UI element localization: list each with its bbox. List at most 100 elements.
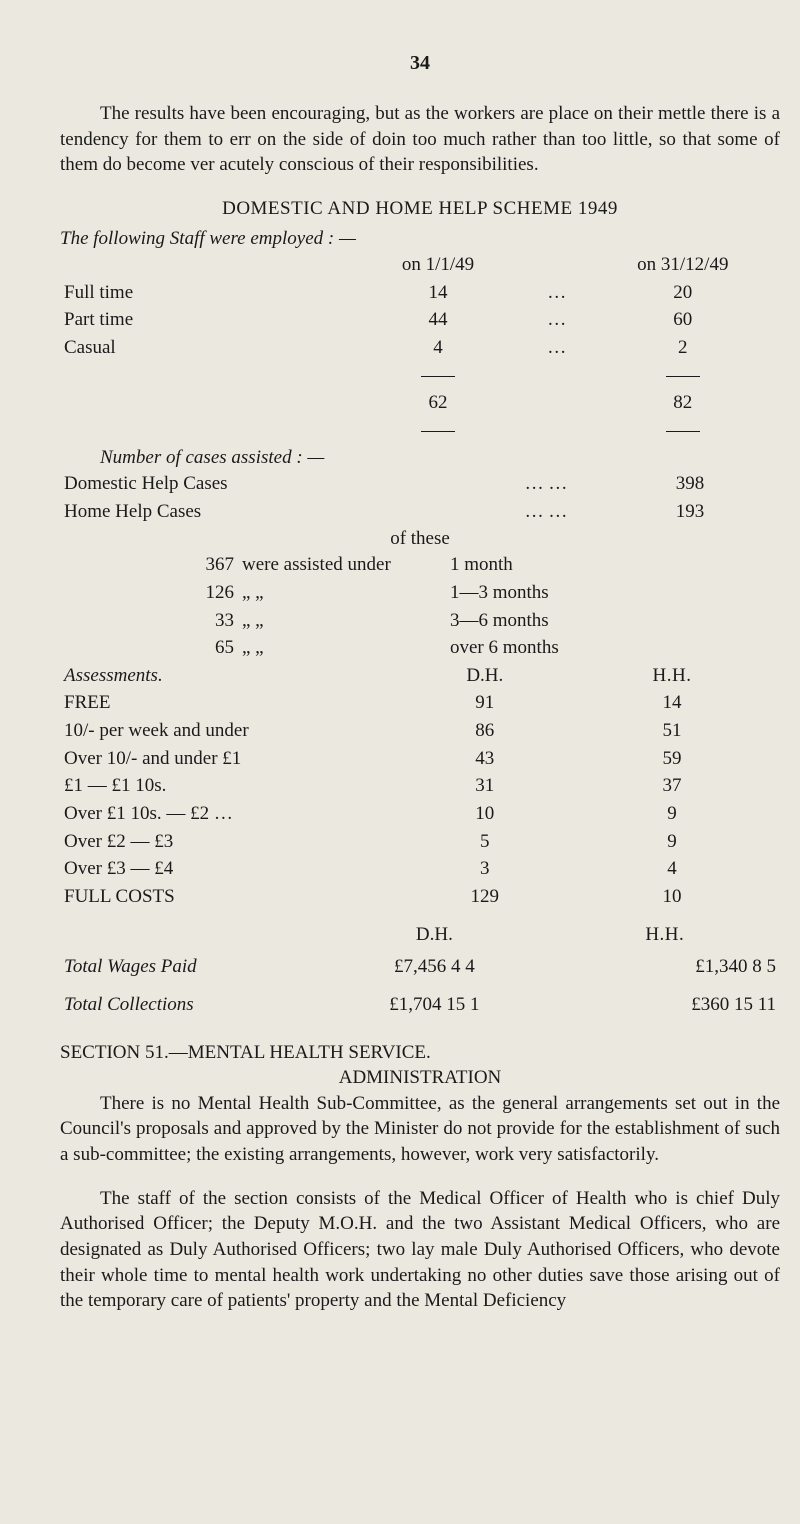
section51-heading: SECTION 51.—MENTAL HEALTH SERVICE. <box>60 1040 780 1066</box>
staff-label: Full time <box>60 279 348 307</box>
table-row: Total Wages Paid £7,456 4 4 £1,340 8 5 <box>60 948 780 986</box>
case-label: Home Help Cases <box>60 498 492 526</box>
hh-label: H.H. <box>564 662 780 690</box>
assess-hh: 51 <box>564 717 780 745</box>
staff-value: 20 <box>586 279 780 307</box>
fin-dh-label: D.H. <box>319 921 549 949</box>
scheme-heading: DOMESTIC AND HOME HELP SCHEME 1949 <box>60 196 780 222</box>
rule-icon <box>421 431 455 432</box>
table-row: 367 were assisted under 1 month <box>180 551 563 579</box>
staff-label: Part time <box>60 306 348 334</box>
duration-span: 3—6 months <box>446 607 563 635</box>
table-row: FREE 91 14 <box>60 689 780 717</box>
table-row: Total Collections £1,704 15 1 £360 15 11 <box>60 986 780 1024</box>
case-value: 193 <box>600 498 780 526</box>
assess-hh: 4 <box>564 855 780 883</box>
assess-dh: 5 <box>406 828 564 856</box>
assess-hh: 14 <box>564 689 780 717</box>
rule-icon <box>666 376 700 377</box>
cases-heading: Number of cases assisted : — <box>60 445 780 471</box>
staff-value: 2 <box>586 334 780 362</box>
duration-mid: were assisted under <box>238 551 446 579</box>
staff-value: 14 <box>348 279 528 307</box>
assess-dh: 91 <box>406 689 564 717</box>
admin-paragraph-1: There is no Mental Health Sub-Committee,… <box>60 1091 780 1168</box>
page-number: 34 <box>60 50 780 77</box>
staff-value: 4 <box>348 334 528 362</box>
table-row: 33 „ „ 3—6 months <box>180 607 563 635</box>
col-head-date2: on 31/12/49 <box>586 251 780 279</box>
durations-table: 367 were assisted under 1 month 126 „ „ … <box>180 551 563 662</box>
scanned-page: 34 The results have been encouraging, bu… <box>0 0 800 1364</box>
assess-hh: 59 <box>564 745 780 773</box>
duration-count: 65 <box>180 634 238 662</box>
table-row: 10/- per week and under 86 51 <box>60 717 780 745</box>
duration-mid: „ „ <box>238 634 446 662</box>
fin-hh-label: H.H. <box>550 921 780 949</box>
duration-span: 1 month <box>446 551 563 579</box>
table-row-total: 62 82 <box>60 389 780 417</box>
assess-label: £1 — £1 10s. <box>60 772 406 800</box>
of-these-label: of these <box>60 526 780 552</box>
assessments-table: Assessments. D.H. H.H. FREE 91 14 10/- p… <box>60 662 780 911</box>
duration-mid: „ „ <box>238 607 446 635</box>
duration-span: 1—3 months <box>446 579 563 607</box>
assess-hh: 10 <box>564 883 780 911</box>
wages-hh: £1,340 8 5 <box>550 948 780 986</box>
duration-count: 33 <box>180 607 238 635</box>
staff-total: 62 <box>348 389 528 417</box>
assess-dh: 31 <box>406 772 564 800</box>
assess-dh: 86 <box>406 717 564 745</box>
staff-value: 44 <box>348 306 528 334</box>
assess-label: Over £1 10s. — £2 … <box>60 800 406 828</box>
duration-mid: „ „ <box>238 579 446 607</box>
assess-dh: 129 <box>406 883 564 911</box>
financials-table: D.H. H.H. Total Wages Paid £7,456 4 4 £1… <box>60 921 780 1024</box>
staff-label: Casual <box>60 334 348 362</box>
collections-hh: £360 15 11 <box>550 986 780 1024</box>
case-value: 398 <box>600 470 780 498</box>
table-row: £1 — £1 10s. 31 37 <box>60 772 780 800</box>
assess-dh: 10 <box>406 800 564 828</box>
table-row: Over £3 — £4 3 4 <box>60 855 780 883</box>
table-row: Over £1 10s. — £2 … 10 9 <box>60 800 780 828</box>
case-label: Domestic Help Cases <box>60 470 492 498</box>
assess-label: Over £2 — £3 <box>60 828 406 856</box>
collections-label: Total Collections <box>60 986 319 1024</box>
assess-label: Over 10/- and under £1 <box>60 745 406 773</box>
assess-dh: 3 <box>406 855 564 883</box>
col-head-date1: on 1/1/49 <box>348 251 528 279</box>
rule-icon <box>666 431 700 432</box>
assess-hh: 9 <box>564 828 780 856</box>
staff-value: 60 <box>586 306 780 334</box>
admin-paragraph-2: The staff of the section consists of the… <box>60 1186 780 1314</box>
staff-table: on 1/1/49 on 31/12/49 Full time 14 … 20 … <box>60 251 780 444</box>
table-row: Over 10/- and under £1 43 59 <box>60 745 780 773</box>
duration-count: 126 <box>180 579 238 607</box>
assess-label: FREE <box>60 689 406 717</box>
table-row: 65 „ „ over 6 months <box>180 634 563 662</box>
table-row: 126 „ „ 1—3 months <box>180 579 563 607</box>
intro-paragraph: The results have been encouraging, but a… <box>60 101 780 178</box>
collections-dh: £1,704 15 1 <box>319 986 549 1024</box>
duration-span: over 6 months <box>446 634 563 662</box>
dh-label: D.H. <box>406 662 564 690</box>
assessments-heading: Assessments. <box>60 662 406 690</box>
wages-label: Total Wages Paid <box>60 948 319 986</box>
duration-count: 367 <box>180 551 238 579</box>
assess-hh: 37 <box>564 772 780 800</box>
staff-heading: The following Staff were employed : — <box>60 226 780 252</box>
table-row: Domestic Help Cases … … 398 <box>60 470 780 498</box>
assess-label: 10/- per week and under <box>60 717 406 745</box>
assess-hh: 9 <box>564 800 780 828</box>
table-row: Home Help Cases … … 193 <box>60 498 780 526</box>
rule-icon <box>421 376 455 377</box>
assess-dh: 43 <box>406 745 564 773</box>
table-row: FULL COSTS 129 10 <box>60 883 780 911</box>
table-row: Part time 44 … 60 <box>60 306 780 334</box>
wages-dh: £7,456 4 4 <box>319 948 549 986</box>
cases-table: Domestic Help Cases … … 398 Home Help Ca… <box>60 470 780 525</box>
assess-label: Over £3 — £4 <box>60 855 406 883</box>
table-row: Casual 4 … 2 <box>60 334 780 362</box>
table-row: Over £2 — £3 5 9 <box>60 828 780 856</box>
